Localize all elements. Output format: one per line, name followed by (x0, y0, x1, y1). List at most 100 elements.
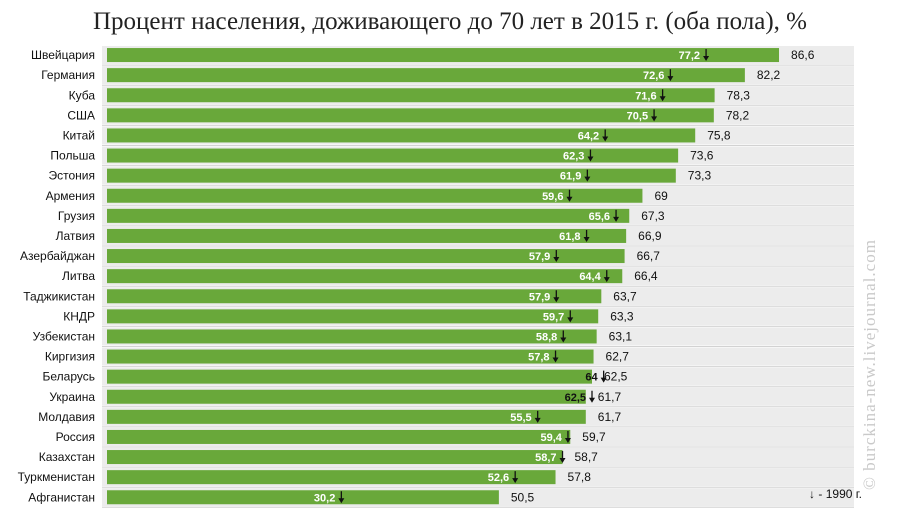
value-label-2015: 63,3 (610, 309, 634, 323)
category-label: Узбекистан (33, 329, 95, 343)
legend-arrow-icon: ↓ (809, 487, 816, 501)
value-label-2015: 62,7 (606, 350, 630, 364)
bar (107, 228, 627, 243)
value-label-2015: 78,2 (726, 108, 750, 122)
marker-arrow-head (338, 498, 345, 504)
value-label-2015: 50,5 (511, 490, 535, 504)
value-label-2015: 73,6 (690, 149, 714, 163)
value-label-1990: 77,2 (679, 50, 700, 62)
marker-arrow-head (567, 317, 574, 323)
value-label-1990: 52,6 (488, 472, 509, 484)
value-label-1990: 71,6 (635, 90, 656, 102)
bar (107, 409, 586, 424)
value-label-1990: 59,6 (542, 191, 563, 203)
value-label-1990: 59,4 (541, 432, 563, 444)
category-label: Туркменистан (18, 470, 95, 484)
value-label-2015: 78,3 (727, 88, 751, 102)
bar (107, 429, 571, 444)
chart-title: Процент населения, доживающего до 70 лет… (93, 8, 807, 35)
bar (107, 128, 696, 143)
category-label: Польша (50, 149, 95, 163)
bar (107, 88, 715, 103)
category-label: Эстония (49, 169, 96, 183)
value-label-2015: 73,3 (688, 169, 712, 183)
value-label-1990: 61,9 (560, 171, 581, 183)
value-label-1990: 64,4 (579, 271, 601, 283)
category-label: КНДР (63, 309, 95, 323)
marker-arrow-head (583, 236, 590, 242)
value-label-2015: 57,8 (568, 470, 592, 484)
category-label: Литва (62, 269, 95, 283)
marker-arrow-head (600, 377, 607, 383)
value-label-2015: 66,4 (634, 269, 658, 283)
bar (107, 269, 623, 284)
value-label-1990: 61,8 (559, 231, 580, 243)
category-label: Молдавия (38, 410, 95, 424)
marker-arrow-head (587, 156, 594, 162)
value-label-1990: 59,7 (543, 311, 564, 323)
legend: ↓ - 1990 г. (809, 487, 862, 501)
category-label: США (67, 108, 95, 122)
category-label: Грузия (58, 209, 95, 223)
marker-arrow-head (552, 357, 559, 363)
category-label: Киргизия (45, 350, 95, 364)
marker-arrow-head (553, 257, 560, 263)
category-label: Куба (69, 88, 96, 102)
marker-arrow-head (659, 96, 666, 102)
category-label: Беларусь (43, 370, 95, 384)
marker-arrow-head (560, 337, 567, 343)
marker-arrow-head (651, 116, 658, 122)
value-label-1990: 70,5 (627, 110, 648, 122)
bar (107, 148, 679, 163)
category-label: Таджикистан (23, 289, 95, 303)
marker-arrow-head (613, 216, 620, 222)
value-label-1990: 62,3 (563, 151, 584, 163)
bar (107, 309, 599, 324)
category-label: Афганистан (28, 490, 95, 504)
value-label-2015: 66,9 (638, 229, 662, 243)
value-label-1990: 55,5 (510, 412, 531, 424)
value-label-2015: 63,7 (613, 289, 637, 303)
value-label-1990: 57,9 (529, 291, 550, 303)
value-label-2015: 66,7 (637, 249, 661, 263)
category-label: Германия (41, 68, 95, 82)
value-label-1990: 62,5 (565, 392, 586, 404)
category-label: Казахстан (39, 450, 95, 464)
value-label-2015: 82,2 (757, 68, 781, 82)
bar (107, 108, 714, 123)
bar (107, 450, 563, 465)
bar (107, 329, 597, 344)
marker-arrow-head (566, 196, 573, 202)
value-label-2015: 63,1 (609, 329, 633, 343)
bar (107, 490, 499, 505)
value-label-2015: 86,6 (791, 48, 815, 62)
marker-arrow-head (703, 56, 710, 62)
value-label-2015: 75,8 (707, 128, 731, 142)
marker-arrow-head (602, 136, 609, 142)
value-label-2015: 59,7 (582, 430, 606, 444)
category-label: Латвия (56, 229, 95, 243)
bar (107, 48, 780, 63)
category-label: Азербайджан (20, 249, 95, 263)
category-label: Россия (56, 430, 95, 444)
value-label-2015: 58,7 (575, 450, 599, 464)
marker-arrow-head (603, 277, 610, 283)
value-label-2015: 61,7 (598, 410, 622, 424)
marker-arrow-head (589, 397, 595, 403)
value-label-1990: 65,6 (589, 211, 610, 223)
bar (107, 168, 676, 183)
value-label-1990: 57,8 (528, 352, 549, 364)
value-label-2015: 69 (654, 189, 668, 203)
value-label-2015: 62,5 (604, 370, 628, 384)
marker-arrow-head (553, 297, 560, 303)
category-label: Швейцария (31, 48, 95, 62)
category-label: Украина (49, 390, 95, 404)
category-label: Китай (63, 128, 95, 142)
bar (107, 289, 602, 304)
bar (107, 68, 745, 83)
marker-arrow-head (564, 437, 571, 443)
value-label-2015: 67,3 (641, 209, 665, 223)
value-label-1990: 30,2 (314, 492, 335, 504)
value-label-1990: 58,8 (536, 331, 557, 343)
